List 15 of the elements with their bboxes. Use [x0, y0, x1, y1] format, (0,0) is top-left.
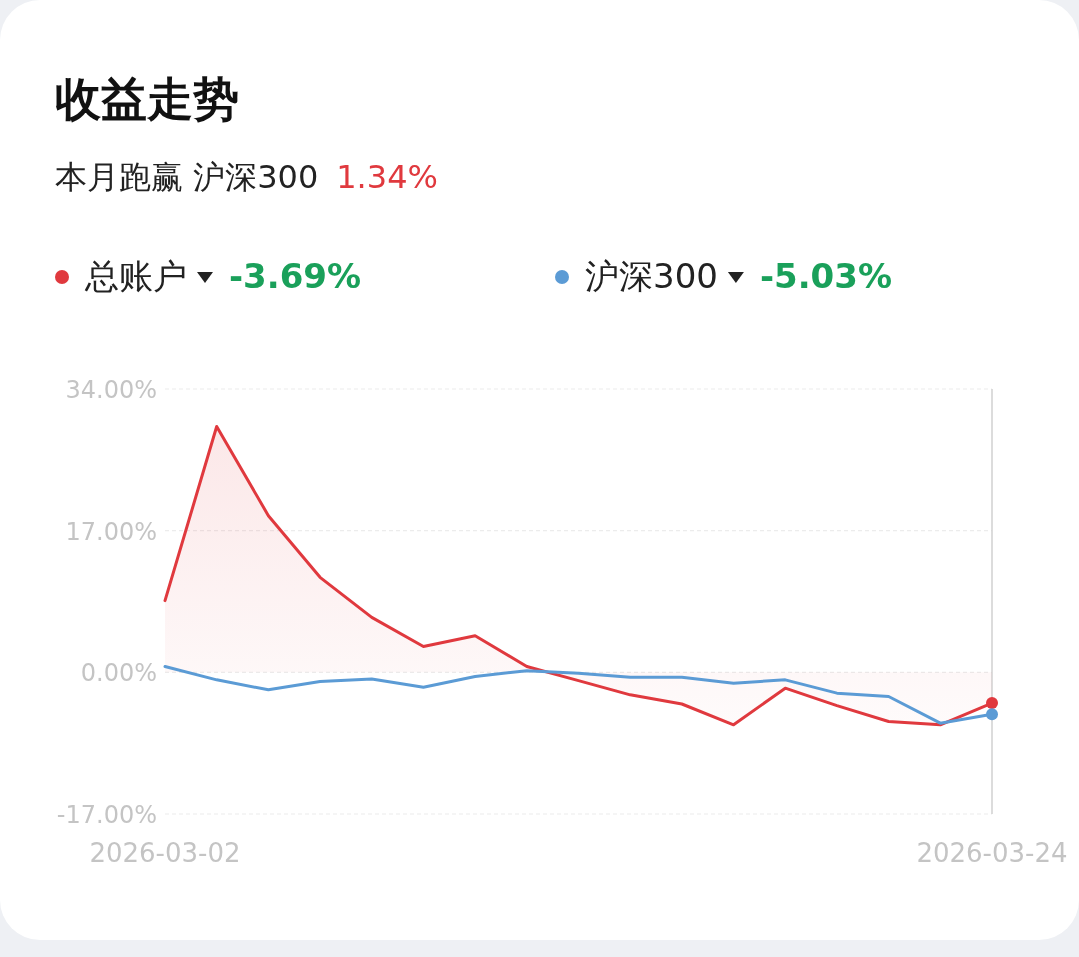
- x-tick-label: 2026-03-02: [89, 838, 241, 868]
- text: -5.03%: [759, 256, 892, 296]
- chart-title: 收益走势: [55, 72, 239, 126]
- chart-subtitle: 本月跑赢 沪深300: [55, 158, 319, 196]
- text: -3.69%: [229, 256, 362, 296]
- legend-item: 总账户: [55, 256, 187, 296]
- text: 1.34%: [336, 158, 438, 196]
- y-tick-label: 34.00%: [65, 376, 157, 404]
- x-tick-label: 2026-03-24: [916, 838, 1068, 868]
- y-tick-label: -17.00%: [56, 801, 157, 829]
- y-tick-label: 17.00%: [65, 517, 157, 546]
- legend-label: 总账户: [84, 256, 187, 296]
- legend-item: 沪深300: [555, 256, 718, 296]
- legend-label: 沪深300: [585, 256, 718, 296]
- y-tick-label: 0.00%: [80, 659, 157, 688]
